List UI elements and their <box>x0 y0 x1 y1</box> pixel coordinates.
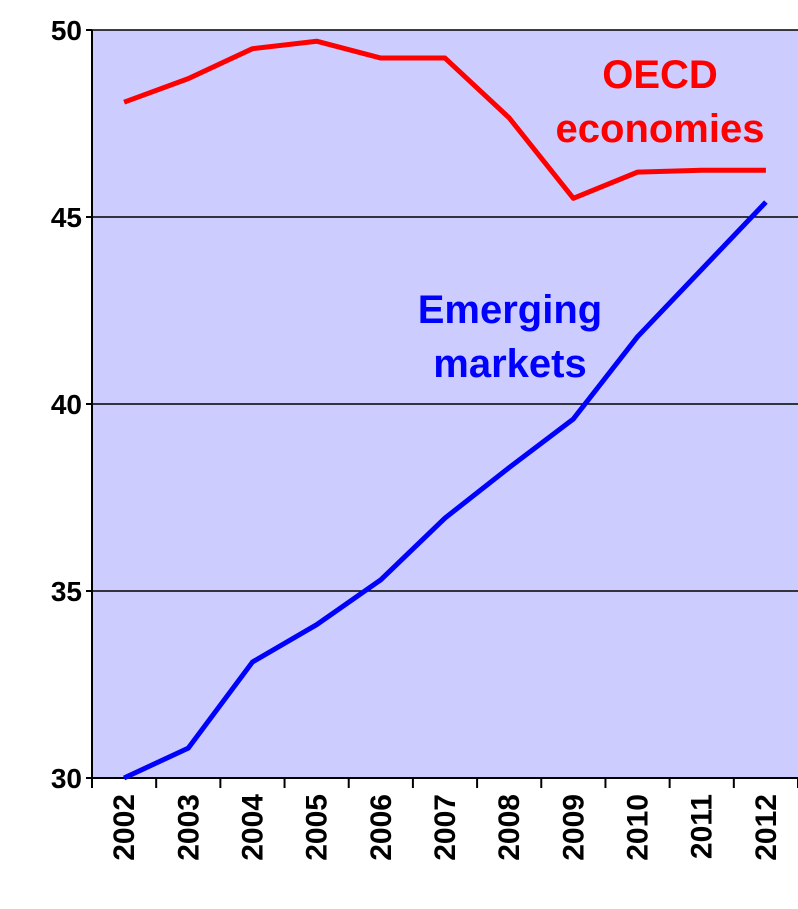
x-tick-label: 2010 <box>622 794 655 861</box>
y-tick-label: 40 <box>51 389 82 420</box>
x-tick-label: 2006 <box>365 794 398 861</box>
x-tick-label: 2002 <box>108 794 141 861</box>
x-tick-label: 2003 <box>172 794 205 861</box>
y-tick-label: 45 <box>51 202 82 233</box>
line-series <box>123 38 766 201</box>
y-tick-label: 50 <box>51 15 82 46</box>
y-tick-label: 35 <box>51 576 82 607</box>
series-label: OECD economies <box>555 53 765 151</box>
x-tick-label: 2007 <box>429 794 462 861</box>
y-tick-label: 30 <box>51 763 82 794</box>
line-series <box>123 200 768 781</box>
series-label: Emerging markets <box>417 288 603 386</box>
x-tick-label: 2012 <box>750 794 783 861</box>
x-tick-label: 2009 <box>557 794 590 861</box>
x-tick-label: 2011 <box>686 794 719 859</box>
x-tick-label: 2005 <box>301 794 334 861</box>
x-tick-label: 2008 <box>493 794 526 861</box>
x-tick-label: 2004 <box>236 794 269 861</box>
